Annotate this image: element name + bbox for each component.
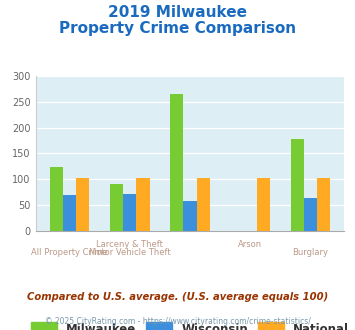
Text: Arson: Arson bbox=[238, 240, 262, 249]
Bar bbox=[290, 139, 304, 231]
Bar bbox=[110, 184, 123, 231]
Legend: Milwaukee, Wisconsin, National: Milwaukee, Wisconsin, National bbox=[26, 317, 354, 330]
Text: Motor Vehicle Theft: Motor Vehicle Theft bbox=[89, 248, 170, 256]
Bar bbox=[63, 195, 76, 231]
Bar bbox=[304, 198, 317, 231]
Text: Larceny & Theft: Larceny & Theft bbox=[96, 240, 163, 249]
Text: Property Crime Comparison: Property Crime Comparison bbox=[59, 21, 296, 36]
Bar bbox=[197, 178, 210, 231]
Bar bbox=[136, 178, 149, 231]
Bar bbox=[317, 178, 330, 231]
Text: © 2025 CityRating.com - https://www.cityrating.com/crime-statistics/: © 2025 CityRating.com - https://www.city… bbox=[45, 317, 310, 326]
Text: All Property Crime: All Property Crime bbox=[31, 248, 108, 256]
Bar bbox=[170, 94, 183, 231]
Bar bbox=[257, 178, 270, 231]
Bar bbox=[123, 194, 136, 231]
Text: 2019 Milwaukee: 2019 Milwaukee bbox=[108, 5, 247, 20]
Bar bbox=[76, 178, 89, 231]
Bar bbox=[50, 167, 63, 231]
Text: Burglary: Burglary bbox=[293, 248, 328, 256]
Text: Compared to U.S. average. (U.S. average equals 100): Compared to U.S. average. (U.S. average … bbox=[27, 292, 328, 302]
Bar bbox=[183, 201, 197, 231]
